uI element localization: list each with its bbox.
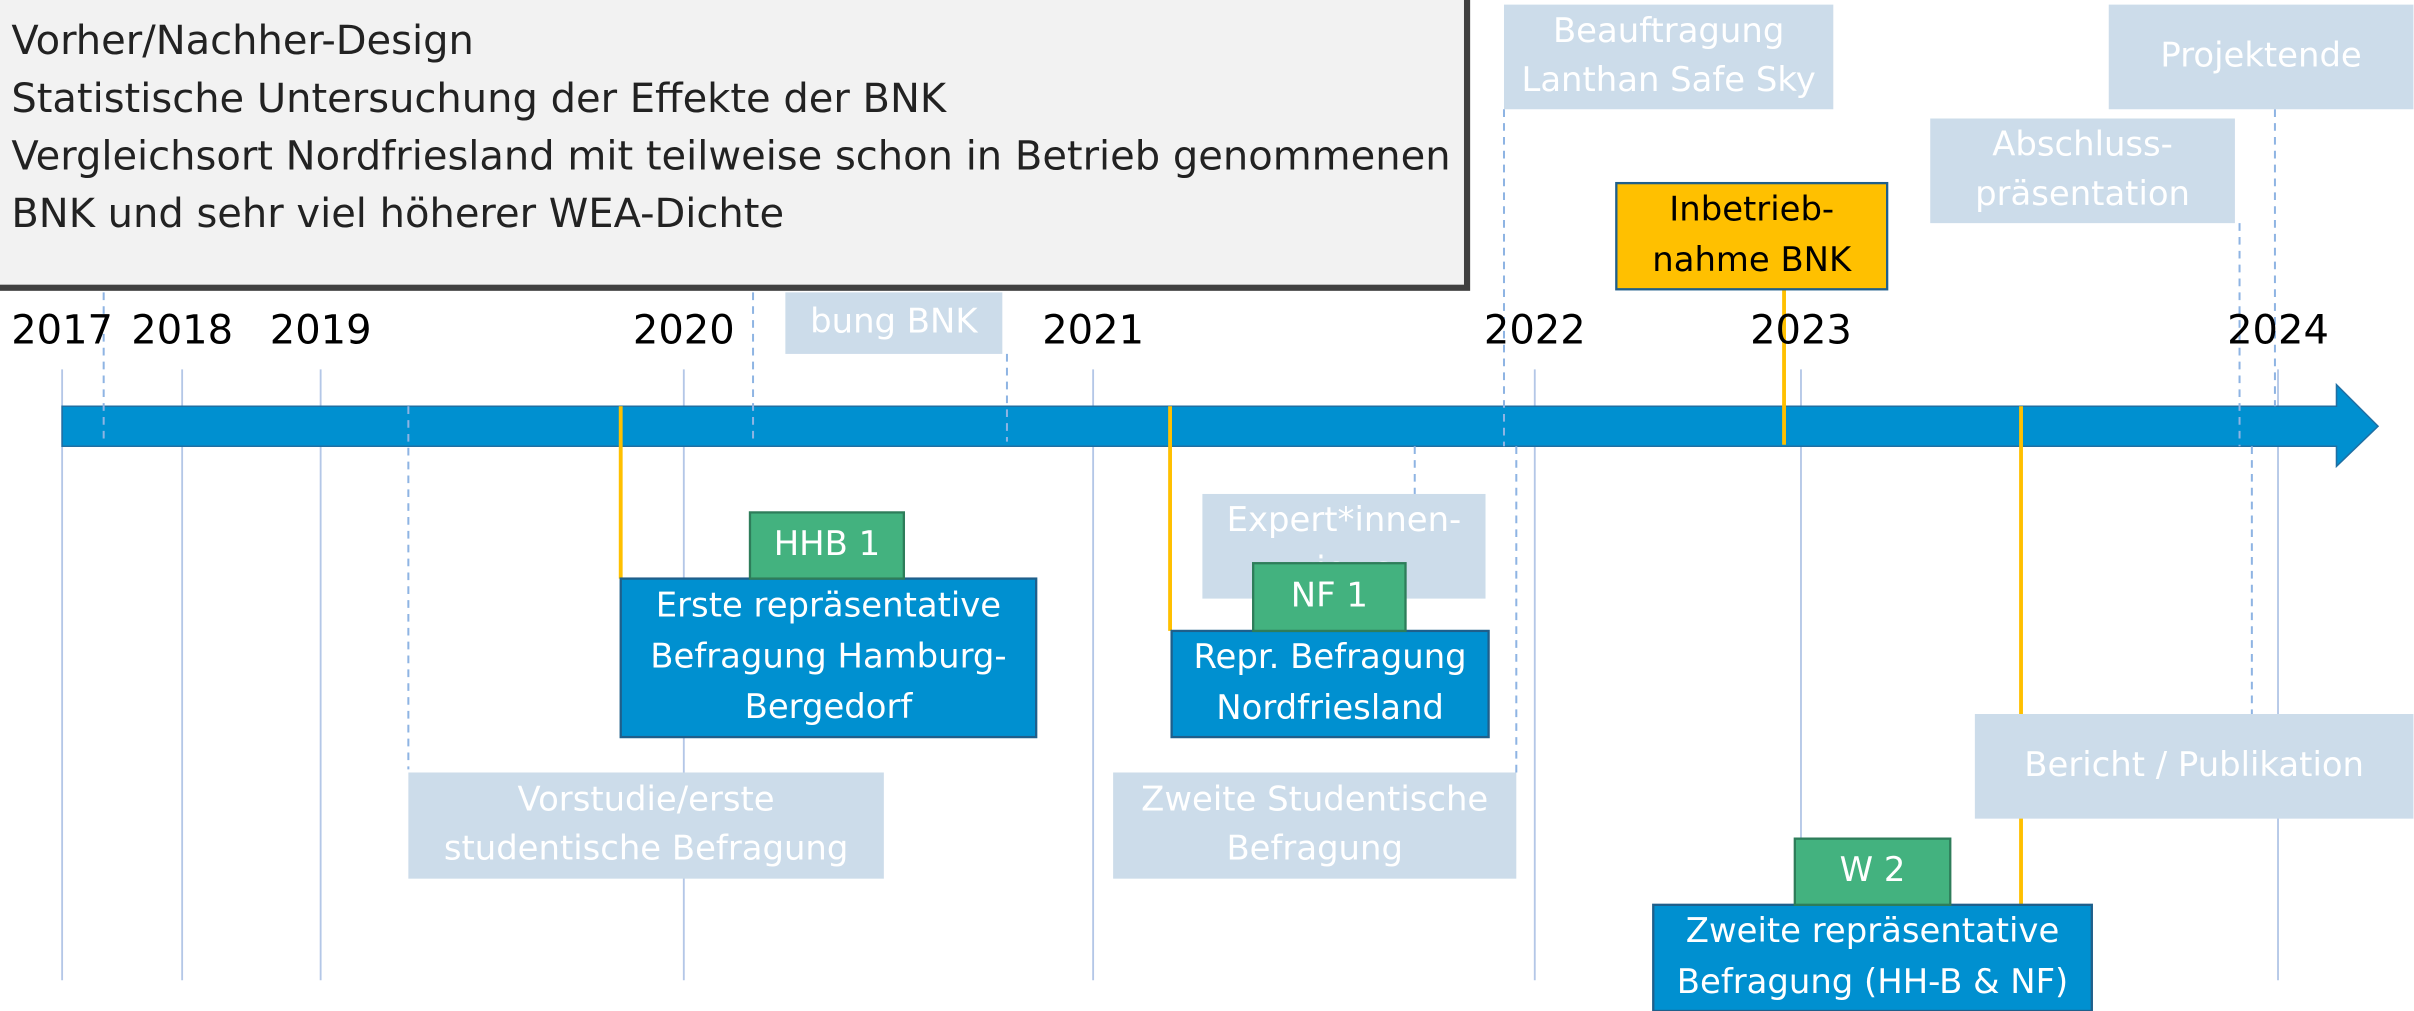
faded-box-text: präsentation <box>1975 174 2190 213</box>
faded-box <box>1974 714 2414 819</box>
wave-box <box>1252 562 1407 633</box>
faded-box-text: Zweite Studentische <box>1141 779 1488 818</box>
survey-box <box>1652 903 2093 1011</box>
faded-box-text: studentische Befragung <box>444 829 849 868</box>
survey-box-text: Nordfriesland <box>1216 688 1444 727</box>
milestone-box-text: Inbetrieb- <box>1669 189 1834 228</box>
faded-box-text: Vorstudie/erste <box>518 779 775 818</box>
survey-box-text: Erste repräsentative <box>656 586 1001 625</box>
faded-box <box>2108 4 2414 110</box>
info-line: Statistische Untersuchung der Effekte de… <box>11 76 948 122</box>
wave-label: NF 1 <box>1291 576 1368 615</box>
faded-box-text: Abschluss- <box>1992 125 2173 164</box>
survey-box <box>619 577 1038 739</box>
year-label: 2019 <box>270 307 372 353</box>
faded-box <box>408 772 884 879</box>
faded-box-text: Projektende <box>2160 35 2361 74</box>
year-label: 2022 <box>1484 307 1586 353</box>
milestone-box-text: nahme BNK <box>1652 240 1852 279</box>
faded-box-text: Lanthan Safe Sky <box>1521 60 1815 99</box>
survey-box-text: Befragung Hamburg- <box>650 636 1006 675</box>
survey-box-text: Zweite repräsentative <box>1686 911 2060 950</box>
survey-box-text: Bergedorf <box>745 687 914 726</box>
wave-box <box>748 511 906 580</box>
year-label: 2023 <box>1750 307 1852 353</box>
time-arrow <box>61 382 2380 469</box>
info-box <box>0 0 1471 291</box>
year-label: 2024 <box>2227 307 2329 353</box>
wave-label: HHB 1 <box>774 524 880 563</box>
year-label: 2021 <box>1042 307 1144 353</box>
info-line: Vergleichsort Nordfriesland mit teilweis… <box>11 133 1450 179</box>
wave-box <box>1793 837 1952 906</box>
info-line: BNK und sehr viel höherer WEA-Dichte <box>11 191 784 237</box>
faded-box <box>785 292 1003 354</box>
year-label: 2017 <box>11 307 113 353</box>
faded-box <box>1503 4 1834 110</box>
info-line: Vorher/Nachher-Design <box>11 18 474 64</box>
year-label: 2020 <box>633 307 735 353</box>
faded-box-text: Bericht / Publikation <box>2024 745 2364 784</box>
faded-box-text: bung BNK <box>810 302 978 341</box>
faded-box-text: Expert*innen- <box>1227 500 1462 539</box>
survey-box-text: Repr. Befragung <box>1194 637 1467 676</box>
faded-box <box>1113 772 1517 879</box>
survey-box-text: Befragung (HH-B & NF) <box>1677 962 2068 1001</box>
faded-box-text: Beauftragung <box>1553 11 1784 50</box>
faded-box <box>1930 118 2235 224</box>
survey-box <box>1170 629 1490 739</box>
year-label: 2018 <box>131 307 233 353</box>
milestone-box <box>1615 181 1889 291</box>
faded-box-text: Befragung <box>1226 829 1402 868</box>
wave-label: W 2 <box>1840 850 1906 889</box>
